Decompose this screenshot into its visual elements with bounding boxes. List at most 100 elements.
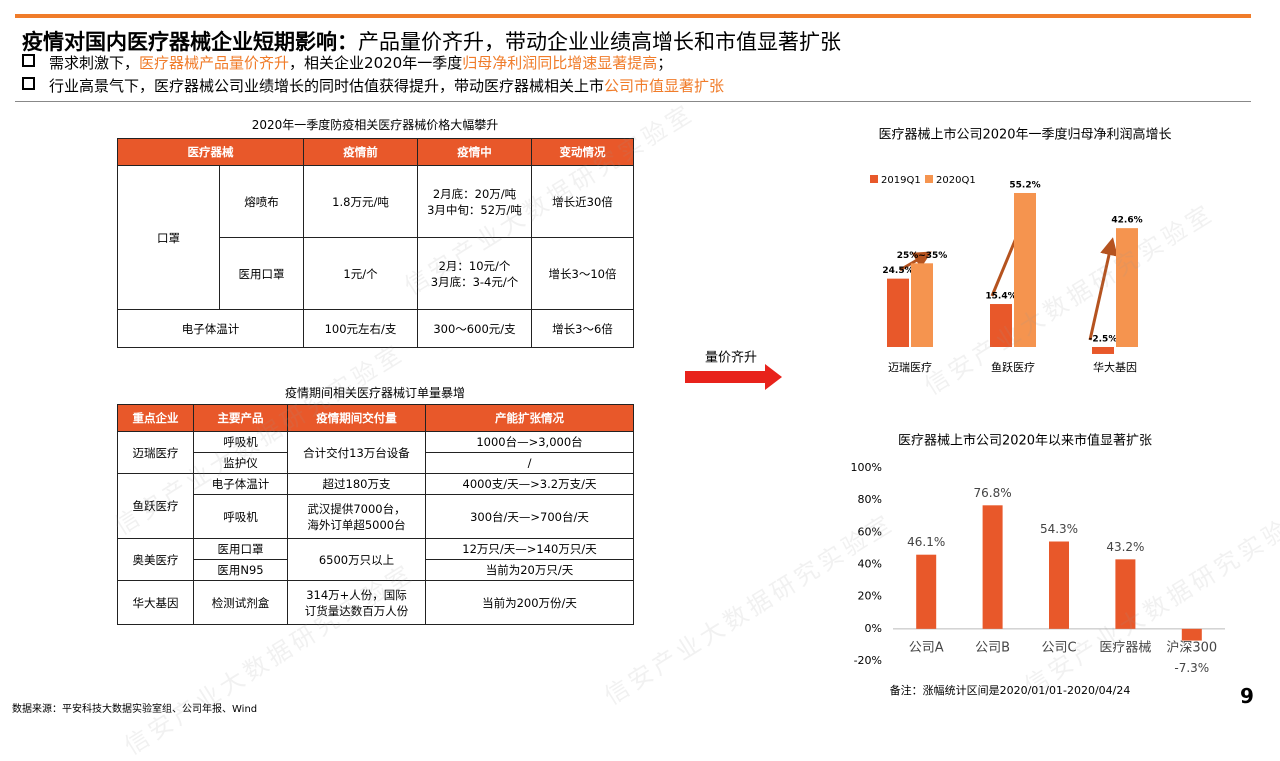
th: 疫情中 — [417, 138, 532, 166]
bullet-text: ； — [657, 54, 673, 72]
cell: 增长近30倍 — [531, 165, 634, 238]
slide: {"header":{"title_bold":"疫情对国内医疗器械企业短期影响… — [12, 14, 1280, 761]
line: 海外订单超5000台 — [307, 517, 406, 532]
th: 变动情况 — [531, 138, 634, 166]
cell: 100元左右/支 — [303, 309, 418, 348]
bar — [990, 304, 1012, 347]
line: 3月中旬：52万/吨 — [427, 202, 522, 217]
y-tick-label: 60% — [858, 525, 882, 538]
value-label: 42.6% — [1111, 216, 1142, 226]
y-tick-label: 80% — [858, 493, 882, 506]
table-title: 疫情期间相关医疗器械订单量暴增 — [284, 386, 465, 400]
bar — [1014, 192, 1036, 347]
title-rest: 产品量价齐升，带动企业业绩高增长和市值显著扩张 — [358, 30, 841, 54]
x-tick-label: 沪深300 — [1166, 639, 1217, 655]
th: 医疗器械 — [117, 138, 304, 166]
line: 武汉提供7000台， — [307, 501, 406, 516]
category-label: 迈瑞医疗 — [888, 360, 932, 374]
cell: 1元/个 — [303, 237, 418, 310]
bullet: 需求刺激下，医疗器械产品量价齐升，相关企业2020年一季度归母净利润同比增速显著… — [22, 52, 672, 73]
cell: 华大基因 — [117, 580, 194, 625]
cell: 314万+人份，国际 订货量达数百万人份 — [287, 580, 426, 625]
page-number: 9 — [1240, 684, 1254, 708]
charts: 量价齐升 医疗器械上市公司2020年一季度归母净利润高增长 2019Q1 24.5%… — [685, 127, 1225, 697]
highlight-text: 公司市值显著扩张 — [604, 77, 725, 95]
legend-swatch — [870, 175, 878, 183]
value-label: -2.5% — [1089, 335, 1118, 345]
slide-title: 疫情对国内医疗器械企业短期影响：产品量价齐升，带动企业业绩高增长和市值显著扩张 — [22, 26, 841, 56]
legend-swatch — [925, 175, 933, 183]
th: 产能扩张情况 — [425, 404, 634, 432]
value-label: 25%~35% — [897, 251, 948, 261]
cell: 熔喷布 — [219, 165, 304, 238]
source: 数据来源：平安科技大数据实验室组、公司年报、Wind — [12, 704, 258, 715]
bar — [911, 263, 933, 347]
bullet-text: 需求刺激下， — [49, 54, 140, 72]
y-tick-label: 40% — [858, 558, 882, 571]
bar — [1092, 347, 1114, 354]
cell: 奥美医疗 — [117, 538, 194, 581]
cell: 合计交付13万台设备 — [287, 431, 426, 474]
value-label: 46.1% — [907, 535, 945, 549]
order-table: 重点企业 主要产品 疫情期间交付量 产能扩张情况 迈瑞医疗 呼吸机 合计交付13万台设备 1… — [117, 404, 634, 625]
x-tick-label: 医疗器械 — [1099, 640, 1151, 655]
category-label: 鱼跃医疗 — [991, 360, 1035, 374]
x-tick-label: 公司A — [909, 640, 944, 655]
cell: 300台/天—>700台/天 — [425, 494, 634, 539]
bullet: 行业高景气下，医疗器械公司业绩增长的同时估值获得提升，带动医疗器械相关上市公司市… — [22, 75, 724, 96]
cell: 12万只/天—>140万只/天 — [425, 538, 634, 560]
line: 3月底：3-4元/个 — [430, 274, 519, 289]
bullet-text: ，相关企业2020年一季度 — [289, 54, 463, 72]
chart-title: 医疗器械上市公司2020年以来市值显著扩张 — [898, 433, 1152, 449]
x-tick-label: 公司C — [1041, 640, 1076, 655]
cell: 医用口罩 — [219, 237, 304, 310]
line: 2月底：20万/吨 — [432, 186, 517, 201]
value-label: 55.2% — [1009, 180, 1040, 190]
cell: 增长3～10倍 — [531, 237, 634, 310]
value-label: 24.5% — [882, 266, 913, 276]
cell: 呼吸机 — [193, 494, 288, 539]
top-bar — [15, 14, 1251, 18]
bullet-text: 行业高景气下，医疗器械公司业绩增长的同时估值获得提升，带动医疗器械相关上市 — [49, 77, 605, 95]
chart-note: 备注：涨幅统计区间是2020/01/01-2020/04/24 — [890, 683, 1131, 697]
category-label: 华大基因 — [1093, 360, 1137, 374]
highlight-text: 医疗器械产品量价齐升 — [139, 54, 290, 72]
bar — [887, 278, 909, 347]
th: 疫情期间交付量 — [287, 404, 426, 432]
cell: 迈瑞医疗 — [117, 431, 194, 474]
separator — [15, 101, 1251, 102]
y-tick-label: 100% — [851, 461, 882, 474]
highlight-text: 归母净利润同比增速显著提高 — [462, 54, 658, 72]
title-bold: 疫情对国内医疗器械企业短期影响： — [22, 30, 358, 54]
cell: 300～600元/支 — [417, 309, 532, 348]
cell: 1.8万元/吨 — [303, 165, 418, 238]
value-label: 54.3% — [1040, 522, 1078, 536]
cell: 当前为200万份/天 — [425, 580, 634, 625]
line: 订货量达数百万人份 — [304, 603, 409, 618]
value-label: 43.2% — [1106, 540, 1144, 554]
line: 2月：10元/个 — [438, 258, 511, 273]
cell: 增长3～6倍 — [531, 309, 634, 348]
value-label: 15.4% — [985, 292, 1016, 302]
cell: 电子体温计 — [117, 309, 304, 348]
legend-label: 2019Q1 — [881, 175, 921, 186]
price-table: 医疗器械 疫情前 疫情中 变动情况 口罩 熔喷布 1.8万元/吨 2月底：20万/吨 3月中旬… — [117, 138, 634, 348]
th: 重点企业 — [117, 404, 194, 432]
cell: 监护仪 — [193, 452, 288, 474]
cell: 鱼跃医疗 — [117, 473, 194, 539]
bar — [1181, 628, 1202, 641]
th: 疫情前 — [303, 138, 418, 166]
bar — [982, 505, 1003, 629]
cell: 检测试剂盒 — [193, 580, 288, 625]
bar — [1115, 559, 1136, 629]
table-title: 2020年一季度防疫相关医疗器械价格大幅攀升 — [251, 118, 499, 132]
x-tick-label: 公司B — [975, 640, 1010, 655]
bar — [916, 554, 937, 629]
cell: 武汉提供7000台， 海外订单超5000台 — [287, 494, 426, 539]
cell: 口罩 — [117, 165, 220, 310]
legend-label: 2020Q1 — [936, 175, 976, 186]
cell: 2月底：20万/吨 3月中旬：52万/吨 — [417, 165, 532, 238]
y-tick-label: -20% — [854, 654, 882, 667]
arrow-label: 量价齐升 — [705, 350, 757, 366]
bar — [1049, 541, 1069, 629]
